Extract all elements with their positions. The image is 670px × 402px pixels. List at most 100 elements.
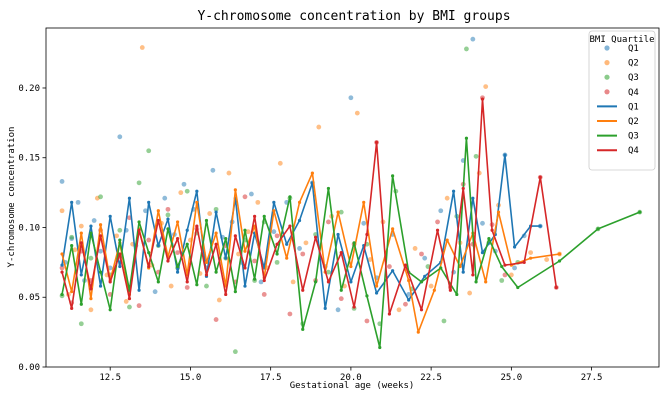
plot-area [59, 36, 643, 355]
line-marker-q4-21 [262, 278, 266, 283]
line-marker-q3-37 [474, 280, 478, 284]
line-marker-q4-42 [538, 175, 542, 179]
scatter-point-q4-26 [326, 219, 331, 225]
line-marker-q2-14 [195, 200, 199, 204]
scatter-point-q4-12 [175, 250, 180, 256]
legend-marker-3 [604, 89, 610, 95]
scatter-point-q2-10 [139, 45, 145, 50]
legend-marker-2 [604, 74, 610, 80]
scatter-point-q3-13 [184, 188, 190, 194]
scatter-point-q2-21 [245, 229, 251, 235]
line-marker-q3-17 [224, 237, 228, 241]
scatter-point-q1-43 [512, 265, 517, 271]
scatter-point-q2-25 [290, 279, 296, 285]
scatter-point-q2-30 [354, 110, 360, 116]
scatter-point-q3-6 [117, 227, 123, 233]
line-marker-q3-38 [487, 237, 491, 241]
line-marker-q4-6 [118, 252, 122, 256]
scatter-point-q2-40 [483, 84, 489, 89]
line-marker-q4-25 [313, 235, 318, 239]
line-marker-q1-41 [512, 245, 517, 249]
scatter-point-q4-23 [287, 311, 293, 317]
scatter-point-q3-11 [165, 212, 171, 218]
line-marker-q3-34 [439, 266, 443, 270]
scatter-point-q4-32 [403, 301, 408, 307]
scatter-point-q3-1 [69, 234, 75, 240]
line-marker-q4-10 [156, 218, 160, 223]
scatter-point-q1-40 [480, 220, 485, 226]
scatter-point-q1-15 [181, 181, 187, 187]
scatter-point-q2-26 [303, 240, 309, 246]
line-series-q1 [60, 153, 542, 311]
scatter-point-q1-18 [210, 167, 216, 173]
line-marker-q4-39 [490, 228, 494, 232]
line-marker-q3-25 [313, 280, 318, 284]
line-marker-q2-24 [297, 200, 302, 204]
line-marker-q3-19 [243, 228, 247, 232]
line-marker-q3-15 [204, 218, 209, 223]
line-marker-q3-12 [175, 264, 180, 269]
line-marker-q3-33 [419, 280, 424, 284]
scatter-point-q4-8 [136, 303, 142, 309]
line-marker-q3-23 [288, 195, 292, 199]
line-marker-q1-4 [98, 284, 103, 288]
line-marker-q1-6 [118, 264, 122, 269]
line-marker-q4-11 [166, 259, 170, 263]
scatter-point-q1-36 [438, 208, 444, 214]
scatter-point-q3-7 [127, 304, 132, 310]
scatter-point-q4-33 [419, 251, 424, 257]
line-marker-q3-18 [233, 290, 237, 294]
line-marker-q4-12 [175, 237, 180, 241]
scatter-point-q2-13 [168, 283, 174, 289]
scatter-point-q3-2 [78, 321, 84, 327]
line-marker-q4-43 [554, 285, 558, 290]
scatter-point-q1-11 [143, 208, 148, 214]
scatter-point-q2-34 [412, 246, 418, 251]
scatter-point-q1-6 [98, 248, 103, 254]
scatter-point-q2-33 [396, 307, 402, 313]
line-marker-q4-38 [480, 97, 485, 101]
line-marker-q3-22 [275, 252, 279, 256]
scatter-point-q4-22 [274, 233, 280, 239]
line-marker-q2-10 [156, 209, 160, 213]
scatter-point-q1-12 [152, 289, 158, 295]
legend-title: BMI Quartile [589, 35, 654, 45]
scatter-point-q1-8 [117, 134, 123, 140]
line-marker-q1-11 [166, 217, 170, 221]
line-marker-q2-18 [233, 188, 237, 192]
line-marker-q1-24 [297, 218, 302, 223]
line-marker-q1-26 [323, 306, 327, 311]
line-marker-q4-26 [326, 280, 331, 284]
scatter-point-q4-31 [387, 264, 392, 269]
line-marker-q1-16 [214, 210, 218, 214]
scatter-point-q3-15 [204, 283, 209, 289]
line-marker-q3-21 [262, 214, 266, 218]
scatter-point-q3-39 [499, 278, 505, 283]
scatter-point-q4-11 [165, 206, 171, 212]
x-tick-label-4: 22.5 [420, 373, 442, 383]
line-marker-q3-31 [391, 174, 395, 178]
line-marker-q1-10 [156, 244, 160, 248]
line-marker-q2-41 [529, 256, 533, 260]
line-marker-q2-2 [79, 231, 83, 235]
line-series-q4 [60, 97, 558, 316]
line-marker-q1-22 [272, 200, 276, 204]
line-marker-q3-42 [596, 227, 600, 231]
y-tick-label-1: 0.05 [18, 293, 40, 303]
x-axis: 12.5 15.0 17.5 20.0 22.5 25.0 27.5 [99, 367, 602, 383]
line-marker-q1-0 [60, 263, 64, 267]
scatter-point-q2-36 [444, 195, 450, 201]
plot-frame [45, 27, 660, 368]
x-tick-label-2: 17.5 [260, 373, 282, 383]
line-marker-q1-43 [538, 224, 542, 228]
line-marker-q3-4 [98, 270, 103, 274]
line-marker-q2-33 [416, 330, 420, 334]
line-marker-q2-28 [349, 264, 353, 269]
x-axis-label: Gestational age (weeks) [290, 381, 415, 391]
line-marker-q2-39 [496, 210, 501, 214]
scatter-point-q2-14 [178, 190, 184, 196]
scatter-point-q3-26 [326, 269, 331, 275]
scatter-point-q1-0 [59, 179, 65, 184]
line-marker-q1-5 [108, 214, 112, 218]
scatter-point-q1-5 [91, 218, 97, 223]
